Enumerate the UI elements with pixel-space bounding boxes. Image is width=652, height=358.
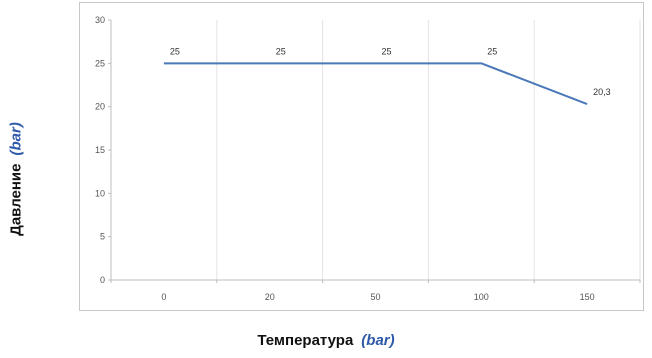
data-label: 20,3 (593, 87, 611, 97)
y-tick-label: 30 (95, 15, 105, 25)
y-axis-title-unit: (bar) (7, 121, 25, 155)
y-axis-title: Давление (bar) (6, 122, 26, 236)
x-tick-label: 0 (161, 292, 166, 302)
y-axis-title-name: Давление (7, 162, 25, 236)
x-tick-label: 50 (370, 292, 380, 302)
x-axis-title-name: Температура (257, 332, 354, 349)
series-line (163, 62, 588, 105)
y-tick-label: 0 (100, 275, 105, 285)
x-tick-label: 100 (474, 292, 489, 302)
x-tick-label: 20 (265, 292, 275, 302)
y-tick-label: 10 (95, 188, 105, 198)
x-tick-label: 150 (580, 292, 595, 302)
x-axis-title: Температура (bar) (0, 332, 652, 349)
line-chart: 0 5 10 15 20 25 30 0 20 50 100 150 25 25 25 25 20,3 (95, 15, 641, 302)
data-label: 25 (382, 46, 392, 56)
data-label: 25 (487, 46, 497, 56)
data-label: 25 (170, 46, 180, 56)
y-tick-label: 15 (95, 145, 105, 155)
data-label: 25 (276, 46, 286, 56)
x-axis-title-unit: (bar) (361, 332, 395, 349)
y-tick-label: 20 (95, 102, 105, 112)
chart-frame: 0 5 10 15 20 25 30 0 20 50 100 150 25 25 25 25 20,3 (79, 2, 644, 311)
y-tick-label: 25 (95, 58, 105, 68)
y-tick-label: 5 (100, 232, 105, 242)
